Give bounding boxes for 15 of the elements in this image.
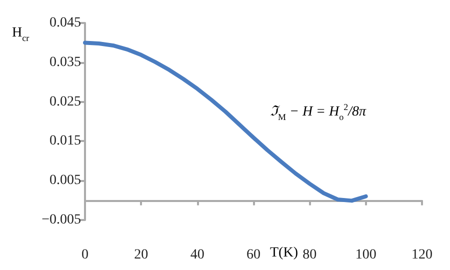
y-tick-label: 0.005 [50, 173, 81, 188]
x-tick-label: 80 [302, 248, 317, 262]
y-tick-label: 0.025 [50, 94, 81, 110]
x-tick-label: 120 [412, 248, 432, 262]
x-tick-label: 20 [134, 248, 148, 262]
x-tick-label: 60 [246, 248, 260, 262]
line-series [83, 40, 368, 203]
x-tick-label: 0 [82, 248, 88, 262]
x-tick-label: 100 [355, 248, 376, 262]
y-tick-label: 0.015 [50, 134, 81, 149]
y-tick-label: 0.045 [50, 16, 81, 30]
y-tick-label: 0.035 [50, 54, 81, 70]
y-tick-label: −0.005 [42, 212, 81, 228]
x-tick-label: 40 [190, 248, 204, 262]
x-axis-title: T(K) [270, 246, 298, 260]
